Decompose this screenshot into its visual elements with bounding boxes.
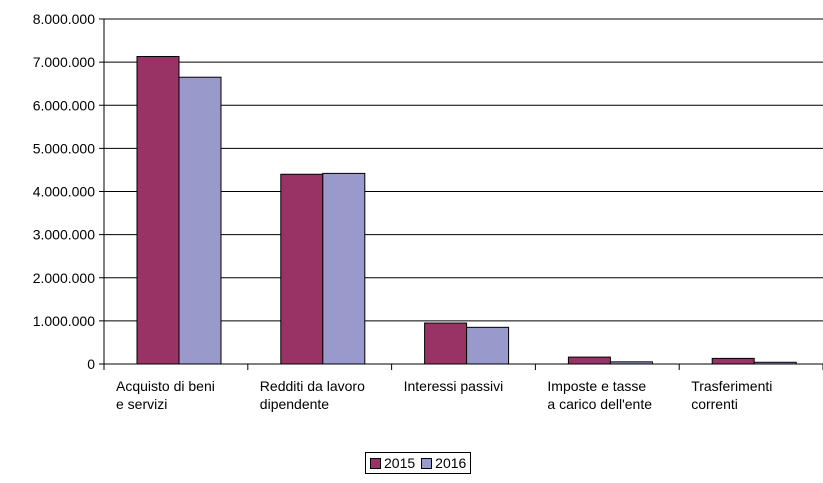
x-tick-label: dipendente (260, 396, 330, 412)
y-tick-label: 8.000.000 (33, 11, 95, 27)
legend-label-2015: 2015 (384, 455, 416, 471)
bar-2015 (280, 173, 324, 365)
x-tick-label: Trasferimenti (691, 378, 772, 394)
y-tick-label: 5.000.000 (33, 140, 95, 156)
bar-2015 (567, 356, 611, 365)
x-tick-label: Imposte e tasse (547, 378, 646, 394)
x-tick-label: e servizi (116, 396, 167, 412)
bar-2016 (753, 361, 797, 365)
legend-item-2016: 2016 (421, 455, 466, 471)
y-tick-label: 6.000.000 (33, 97, 95, 113)
bar-2015 (136, 56, 180, 365)
bar-2016 (609, 361, 653, 365)
bar-2015 (424, 322, 468, 365)
y-tick-label: 4.000.000 (33, 184, 95, 200)
y-tick-label: 3.000.000 (33, 227, 95, 243)
x-tick-label: correnti (691, 396, 738, 412)
legend-label-2016: 2016 (435, 455, 467, 471)
y-tick-label: 2.000.000 (33, 270, 95, 286)
y-tick-label: 7.000.000 (33, 54, 95, 70)
legend: 2015 2016 (365, 452, 472, 474)
x-tick-label: a carico dell'ente (547, 396, 652, 412)
y-tick-label: 1.000.000 (33, 313, 95, 329)
x-tick-label: Redditi da lavoro (260, 378, 365, 394)
bar-2016 (322, 172, 366, 365)
legend-item-2015: 2015 (370, 455, 415, 471)
x-tick-label: Interessi passivi (404, 378, 504, 394)
bar-2015 (711, 357, 755, 365)
legend-swatch-2015 (370, 457, 381, 469)
legend-swatch-2016 (421, 457, 433, 469)
x-tick-label: Acquisto di beni (116, 378, 215, 394)
y-tick-label: 0 (87, 356, 95, 372)
bar-2016 (178, 76, 222, 365)
bar-2016 (466, 326, 510, 365)
